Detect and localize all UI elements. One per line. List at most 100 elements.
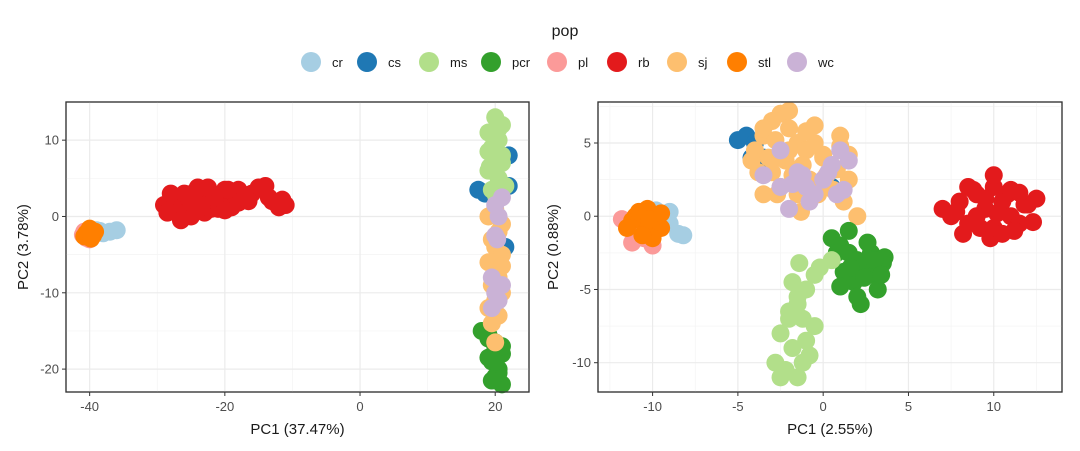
point-wc [780,199,799,218]
point-rb [1024,213,1042,232]
point-wc [482,299,501,318]
point-pcr [865,251,884,270]
panel-left-ticks: -40 -20 0 20 -20 -10 0 10 [40,133,502,414]
x-tick-label: -20 [215,399,234,414]
x-tick-label: 0 [356,399,363,414]
point-ms [771,368,790,387]
series-wc [754,141,858,218]
series-stl [75,219,105,248]
point-rb [192,198,211,217]
panel-left-x-axis-title: PC1 (37.47%) [250,421,344,438]
x-tick-label: 0 [820,399,827,414]
point-rb [256,176,275,195]
legend-label-pl: pl [578,55,588,70]
point-sj [486,333,505,352]
point-rb [959,177,978,196]
legend-label-stl: stl [758,55,771,70]
panel-left-points [73,108,518,394]
x-tick-label: 5 [905,399,912,414]
panel-right-x-axis-title: PC1 (2.55%) [787,421,873,438]
panel-right-points [612,101,1046,387]
legend-items: cr cs ms pcr pl rb sj stl wc [301,52,834,72]
point-rb [239,192,258,211]
y-tick-label: 0 [584,209,591,224]
legend: pop cr cs ms pcr pl rb sj stl wc [301,23,834,72]
point-pcr [868,280,887,299]
point-sj [754,185,773,204]
series-wc [482,188,511,318]
x-tick-label: -5 [732,399,744,414]
panel-left: -40 -20 0 20 -20 -10 0 10 PC1 (37.47%) PC2 (3.7… [15,101,530,438]
point-sj [805,116,824,135]
y-tick-label: 10 [45,133,59,148]
point-rb [171,211,190,230]
point-stl [633,226,652,245]
point-pcr [482,371,501,390]
point-rb [219,180,238,199]
point-ms [793,309,812,328]
point-pcr [858,233,877,252]
point-pcr [848,287,867,306]
point-pcr [831,277,850,296]
point-rb [185,183,204,202]
point-ms [479,142,498,161]
point-stl [618,218,636,237]
legend-key-rb [607,52,627,72]
point-rb [967,207,986,226]
point-sj [780,101,799,120]
point-rb [1010,183,1029,202]
point-rb [161,184,180,203]
point-ms [766,353,785,372]
point-stl [640,210,659,229]
point-ms [489,119,508,138]
point-stl [82,229,101,248]
point-ms [800,346,819,365]
point-sj [482,314,501,333]
point-sj [848,207,867,226]
legend-key-cs [357,52,377,72]
legend-label-cs: cs [388,55,402,70]
legend-label-cr: cr [332,55,344,70]
legend-label-rb: rb [638,55,650,70]
point-ms [788,368,807,387]
legend-key-sj [667,52,687,72]
point-sj [754,119,773,138]
point-wc [839,151,858,170]
point-ms [797,331,816,350]
panel-left-border [65,101,530,393]
point-pcr [855,268,874,287]
x-tick-label: -10 [643,399,662,414]
legend-label-ms: ms [450,55,468,70]
series-stl [618,199,671,248]
panel-left-y-axis-title: PC2 (3.78%) [15,204,32,290]
point-rb [976,189,995,208]
panel-right-ticks: -10 -5 0 5 10 -10 -5 0 5 [572,136,1001,414]
point-rb [993,224,1012,243]
series-pcr [822,221,894,314]
x-tick-label: 20 [488,399,502,414]
panel-left-background [65,101,530,393]
point-rb [947,202,966,221]
point-wc [834,180,853,199]
legend-key-pl [547,52,567,72]
y-tick-label: -10 [40,285,59,300]
point-pcr [872,265,891,284]
point-ms [790,254,809,273]
legend-title: pop [552,23,579,40]
point-ms [771,324,790,343]
panel-right-y-axis-title: PC2 (0.88%) [545,204,562,290]
y-tick-label: -5 [579,282,591,297]
point-rb [215,201,234,220]
point-rb [158,203,177,222]
point-rb [988,204,1007,223]
point-cr [107,221,126,240]
point-wc [492,188,511,207]
panel-right-border [597,101,1063,393]
point-ms [788,287,807,306]
point-wc [800,192,819,211]
legend-key-cr [301,52,321,72]
point-pcr [839,221,858,240]
y-tick-label: -10 [572,355,591,370]
y-tick-label: 0 [52,209,59,224]
